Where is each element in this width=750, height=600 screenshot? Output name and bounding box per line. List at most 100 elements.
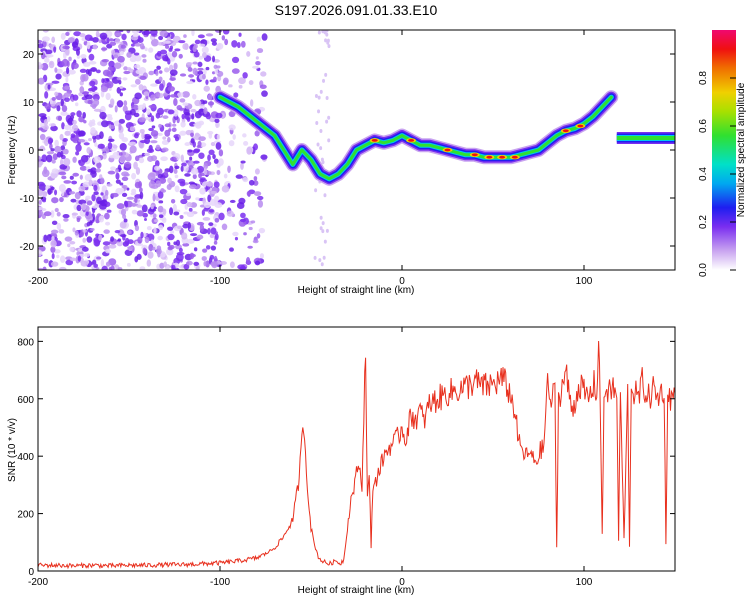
noise-speckle-dot: [169, 77, 176, 81]
noise-speckle-dot: [197, 67, 204, 71]
noise-speckle-dot: [116, 86, 122, 94]
noise-speckle-dot: [127, 246, 134, 250]
noise-speckle-dot: [171, 264, 176, 270]
noise-speckle-dot: [175, 263, 180, 268]
noise-speckle-dot: [150, 38, 159, 47]
noise-speckle-dot: [63, 92, 72, 97]
noise-speckle-dot: [169, 94, 178, 98]
spectral-ridge-peak-core: [371, 139, 378, 142]
noise-speckle-dot: [106, 78, 110, 82]
spectral-ridge-band: [218, 95, 613, 181]
noise-speckle-dot: [106, 114, 113, 118]
noise-speckle-dot: [82, 91, 88, 96]
spectral-ridge-peak-core: [471, 153, 478, 157]
noise-speckle-dot: [152, 213, 157, 219]
noise-speckle-dot: [192, 45, 197, 53]
noise-speckle-dot: [196, 221, 205, 226]
noise-speckle-dot: [50, 239, 57, 248]
noise-speckle-dot: [242, 72, 248, 79]
colorbar: 0.0 0.2 0.4 0.6 0.8 Normalized spectral ampl…: [698, 30, 747, 277]
noise-speckle-dot: [142, 247, 147, 255]
noise-speckle-dot: [113, 54, 119, 59]
noise-speckle-dot: [119, 187, 125, 193]
noise-speckle-dot: [156, 50, 162, 57]
spectral-ridge-peak-core: [511, 155, 518, 159]
noise-speckle-dot: [205, 66, 210, 71]
noise-speckle-dot: [60, 145, 66, 151]
noise-speckle-dot: [95, 219, 100, 224]
noise-speckle-dot: [38, 200, 42, 206]
noise-speckle-dot: [74, 230, 79, 236]
noise-speckle-dot: [145, 30, 150, 36]
noise-speckle-dot: [190, 108, 197, 113]
noise-speckle-dot: [319, 128, 323, 133]
noise-speckle-dot: [223, 79, 229, 86]
noise-speckle-dot: [214, 217, 220, 223]
spectrogram-xtick-label: -100: [210, 276, 230, 287]
noise-speckle-dot: [59, 164, 68, 170]
noise-speckle-dot: [79, 33, 86, 38]
noise-speckle-dot: [103, 229, 110, 234]
noise-speckle-dot: [143, 217, 147, 222]
noise-speckle-dot: [56, 211, 61, 217]
noise-speckle-dot: [191, 113, 195, 120]
noise-speckle-dot: [212, 76, 217, 82]
noise-speckle-dot: [324, 38, 328, 43]
noise-speckle-dot: [250, 220, 256, 224]
noise-speckle-dot: [159, 30, 168, 38]
noise-speckle-dot: [199, 187, 206, 195]
spectral-ridge: [213, 90, 675, 186]
noise-speckle-dot: [38, 189, 44, 197]
noise-speckle-dot: [146, 259, 152, 267]
noise-speckle-dot: [209, 233, 215, 239]
noise-speckle-dot: [138, 187, 143, 193]
noise-speckle-dot: [314, 94, 318, 99]
noise-speckle-dot: [174, 136, 180, 142]
colorbar-tick-label: 0.6: [698, 119, 709, 133]
noise-speckle-dot: [152, 193, 156, 202]
noise-speckle-dot: [208, 222, 214, 227]
noise-speckle-dot: [87, 168, 94, 173]
noise-speckle-dot: [120, 208, 127, 217]
noise-speckle-dot: [95, 69, 101, 74]
noise-speckle-dot: [155, 91, 161, 98]
noise-speckle-dot: [56, 254, 60, 259]
noise-speckle-dot: [115, 168, 119, 174]
noise-speckle-dot: [214, 118, 220, 124]
noise-speckle-dot: [203, 162, 209, 170]
noise-speckle-dot: [134, 256, 139, 263]
figure-title: S197.2026.091.01.33.E10: [275, 2, 438, 18]
noise-speckle-dot: [221, 223, 228, 231]
noise-speckle-dot: [99, 131, 104, 139]
noise-speckle-dot: [256, 48, 264, 54]
noise-speckle-dot: [119, 155, 126, 163]
noise-speckle-dot: [150, 83, 158, 87]
noise-speckle-dot: [139, 266, 146, 270]
noise-speckle-dot: [136, 243, 144, 247]
noise-speckle-dot: [199, 104, 205, 109]
noise-speckle-dot: [160, 156, 168, 162]
noise-speckle-dot: [213, 181, 220, 188]
noise-speckle-dot: [229, 199, 236, 204]
noise-speckle-dot: [213, 223, 217, 227]
noise-speckle-dot: [240, 162, 244, 170]
noise-speckle-dot: [134, 92, 142, 100]
noise-speckle-dot: [50, 210, 55, 218]
noise-speckle-dot: [150, 94, 156, 101]
noise-speckle-dot: [137, 236, 143, 244]
noise-speckle-dot: [38, 77, 45, 85]
noise-speckle-dot: [161, 147, 169, 152]
snr-ytick-label: 0: [28, 567, 34, 578]
noise-speckle-dot: [224, 38, 229, 46]
noise-speckle-dot: [100, 105, 106, 114]
noise-speckle-dot: [131, 172, 137, 180]
noise-speckle-dot: [197, 70, 204, 75]
noise-speckle-dot: [123, 218, 128, 223]
noise-speckle-dot: [130, 192, 137, 196]
noise-speckle-dot: [321, 160, 325, 165]
noise-speckle-dot: [81, 246, 89, 252]
noise-speckle-dot: [325, 32, 329, 37]
noise-speckle-dot: [98, 39, 102, 43]
noise-speckle-dot: [95, 168, 101, 173]
spectrogram-x-label: Height of straight line (km): [298, 285, 415, 296]
